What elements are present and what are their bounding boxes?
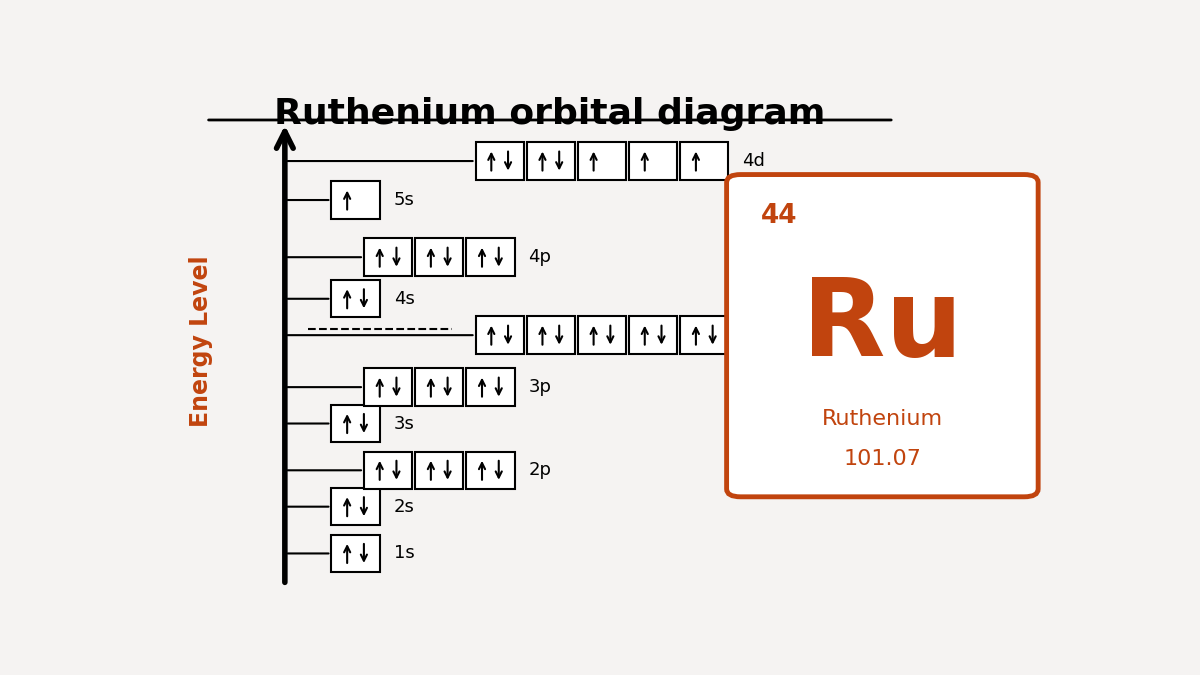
Bar	[364, 452, 413, 489]
Text: 101.07: 101.07	[844, 449, 922, 469]
Text: 3d: 3d	[743, 326, 766, 344]
Text: 4p: 4p	[528, 248, 552, 266]
Bar	[331, 405, 379, 442]
Bar	[415, 369, 463, 406]
Bar	[467, 452, 515, 489]
Text: 1s: 1s	[394, 545, 414, 562]
Text: 4s: 4s	[394, 290, 414, 308]
Text: Energy Level: Energy Level	[190, 255, 214, 427]
Text: Ruthenium orbital diagram: Ruthenium orbital diagram	[275, 97, 826, 130]
Bar	[680, 317, 728, 354]
Bar	[629, 317, 677, 354]
Bar	[415, 238, 463, 276]
Bar	[475, 317, 524, 354]
Text: 3p: 3p	[528, 378, 552, 396]
Bar	[467, 369, 515, 406]
Text: Ruthenium: Ruthenium	[822, 409, 943, 429]
Text: Ru: Ru	[802, 273, 962, 379]
Bar	[467, 238, 515, 276]
Bar	[331, 535, 379, 572]
Text: 2p: 2p	[528, 461, 552, 479]
Text: 5s: 5s	[394, 191, 414, 209]
FancyBboxPatch shape	[727, 175, 1038, 497]
Bar	[475, 142, 524, 180]
Bar	[680, 142, 728, 180]
Bar	[527, 317, 575, 354]
Bar	[331, 182, 379, 219]
Bar	[415, 452, 463, 489]
Bar	[364, 238, 413, 276]
Bar	[629, 142, 677, 180]
Bar	[527, 142, 575, 180]
Text: 4d: 4d	[743, 152, 766, 170]
Text: 44: 44	[761, 203, 798, 229]
Bar	[331, 280, 379, 317]
Bar	[331, 488, 379, 525]
Bar	[578, 317, 626, 354]
Bar	[578, 142, 626, 180]
Bar	[364, 369, 413, 406]
Text: 3s: 3s	[394, 414, 414, 433]
Text: 2s: 2s	[394, 497, 414, 516]
